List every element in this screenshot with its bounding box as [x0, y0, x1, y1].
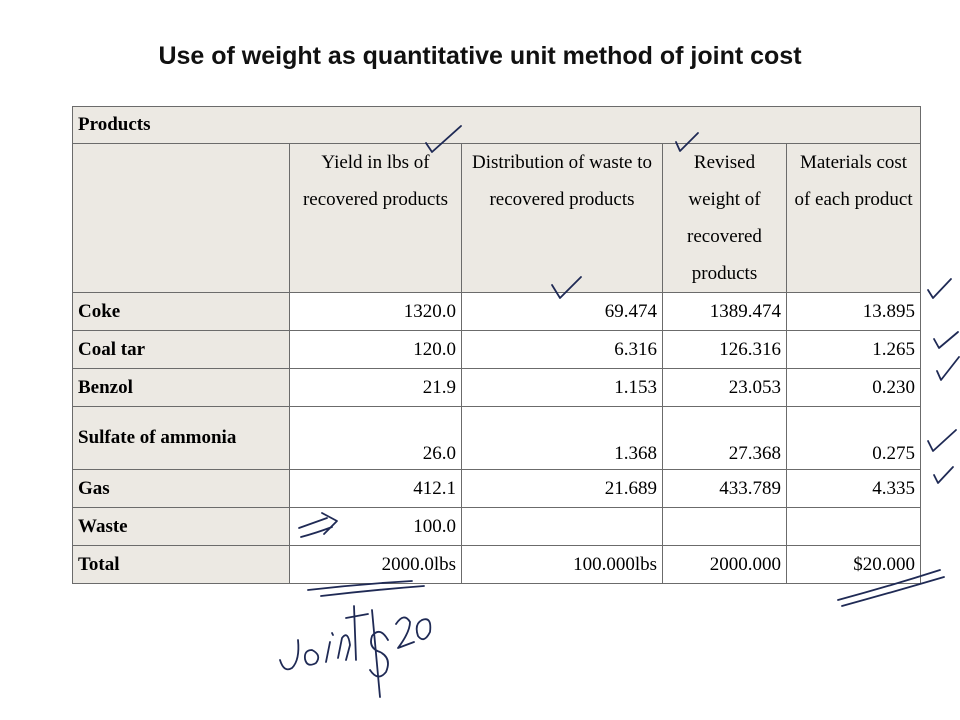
table-row: Coal tar 120.0 6.316 126.316 1.265 — [72, 330, 922, 369]
materials-cost-cell: 0.275 — [785, 406, 922, 470]
row-label: Total — [72, 545, 290, 584]
materials-cost-cell: 1.265 — [785, 330, 922, 369]
revised-weight-cell: 126.316 — [662, 330, 787, 369]
table-row: Gas 412.1 21.689 433.789 4.335 — [72, 469, 922, 508]
row-label: Gas — [72, 469, 290, 508]
column-header-distribution: Distribution of waste to recovered produ… — [461, 143, 663, 293]
checkmark-icon — [933, 466, 954, 484]
revised-weight-cell — [662, 507, 787, 546]
handwritten-joint-20-signature — [279, 605, 432, 698]
materials-cost-cell: 4.335 — [785, 469, 922, 508]
row-label: Sulfate of ammonia — [72, 406, 290, 470]
column-header-row: Yield in lbs of recovered products Distr… — [72, 143, 922, 293]
column-header-label — [72, 143, 290, 293]
table-row: Waste 100.0 — [72, 507, 922, 546]
yield-cell: 412.1 — [289, 469, 462, 508]
yield-cell: 21.9 — [289, 368, 462, 407]
row-label: Coal tar — [72, 330, 290, 369]
checkmark-icon — [936, 356, 960, 381]
table-row: Total 2000.0lbs 100.000lbs 2000.000 $20.… — [72, 545, 922, 584]
distribution-cell — [461, 507, 663, 546]
materials-cost-cell: 0.230 — [785, 368, 922, 407]
column-header-revised-weight: Revised weight of recovered products — [662, 143, 787, 293]
yield-cell: 1320.0 — [289, 292, 462, 331]
distribution-cell: 69.474 — [461, 292, 663, 331]
column-header-materials-cost: Materials cost of each product — [785, 143, 922, 293]
revised-weight-cell: 27.368 — [662, 406, 787, 470]
table-row: Sulfate of ammonia 26.0 1.368 27.368 0.2… — [72, 406, 922, 470]
checkmark-icon — [927, 429, 957, 452]
table-section-row: Products — [71, 106, 922, 144]
yield-cell: 120.0 — [289, 330, 462, 369]
distribution-cell: 100.000lbs — [461, 545, 663, 584]
distribution-cell: 6.316 — [461, 330, 663, 369]
revised-weight-cell: 2000.000 — [662, 545, 787, 584]
row-label: Benzol — [72, 368, 290, 407]
materials-cost-cell — [785, 507, 922, 546]
distribution-cell: 1.368 — [461, 406, 663, 470]
products-label: Products — [71, 106, 922, 144]
checkmark-icon — [927, 278, 952, 299]
distribution-cell: 1.153 — [461, 368, 663, 407]
row-label: Waste — [72, 507, 290, 546]
distribution-cell: 21.689 — [461, 469, 663, 508]
revised-weight-cell: 1389.474 — [662, 292, 787, 331]
yield-cell: 26.0 — [289, 406, 462, 470]
checkmark-icon — [933, 331, 959, 349]
revised-weight-cell: 433.789 — [662, 469, 787, 508]
yield-cell: 100.0 — [289, 507, 462, 546]
revised-weight-cell: 23.053 — [662, 368, 787, 407]
yield-cell: 2000.0lbs — [289, 545, 462, 584]
row-label: Coke — [72, 292, 290, 331]
table-row: Coke 1320.0 69.474 1389.474 13.895 — [72, 292, 922, 331]
materials-cost-cell: $20.000 — [785, 545, 922, 584]
page-title: Use of weight as quantitative unit metho… — [158, 42, 802, 70]
joint-cost-table: Products Yield in lbs of recovered produ… — [71, 106, 922, 584]
materials-cost-cell: 13.895 — [785, 292, 922, 331]
column-header-yield: Yield in lbs of recovered products — [289, 143, 462, 293]
table-row: Benzol 21.9 1.153 23.053 0.230 — [72, 368, 922, 407]
